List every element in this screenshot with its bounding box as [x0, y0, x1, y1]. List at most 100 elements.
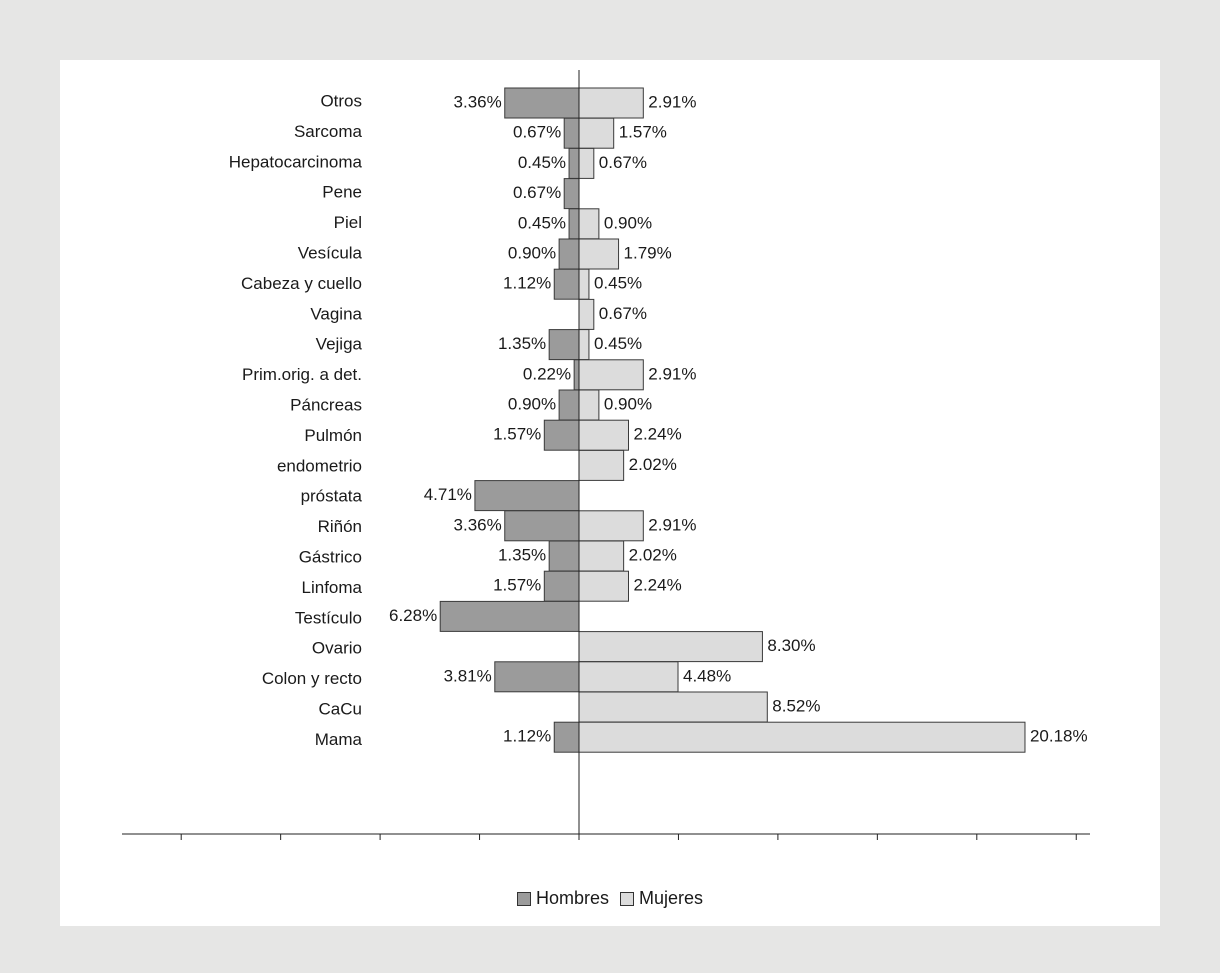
category-label: Riñón — [318, 517, 362, 536]
bar-hombres — [568, 208, 580, 240]
category-label: Linfoma — [302, 578, 363, 597]
legend-label-hombres: Hombres — [535, 888, 609, 908]
bar-hombres — [563, 178, 580, 210]
bar-mujeres — [578, 147, 595, 179]
category-label: Otros — [320, 91, 362, 110]
bar-mujeres — [578, 359, 644, 391]
data-label-mujeres: 2.24% — [634, 425, 682, 444]
bar-hombres — [568, 147, 580, 179]
bar-mujeres — [578, 510, 644, 542]
bar-mujeres — [578, 298, 595, 330]
bar-hombres — [439, 600, 580, 632]
data-label-hombres: 3.81% — [444, 666, 492, 685]
bar-mujeres — [578, 329, 590, 361]
category-label: Prim.orig. a det. — [242, 365, 362, 384]
data-label-hombres: 0.67% — [513, 183, 561, 202]
data-label-mujeres: 2.24% — [634, 576, 682, 595]
data-label-mujeres: 0.45% — [594, 334, 642, 353]
data-label-mujeres: 2.02% — [629, 545, 677, 564]
bar-hombres — [553, 721, 580, 753]
bar-hombres — [548, 540, 580, 572]
data-label-mujeres: 4.48% — [683, 666, 731, 685]
data-label-hombres: 0.90% — [508, 243, 556, 262]
bar-mujeres — [578, 389, 600, 421]
data-label-hombres: 1.35% — [498, 334, 546, 353]
bar-hombres — [494, 661, 580, 693]
bar-mujeres — [578, 691, 768, 723]
bar-mujeres — [578, 117, 615, 149]
data-label-mujeres: 0.67% — [599, 153, 647, 172]
bar-mujeres — [578, 631, 763, 663]
category-label: Sarcoma — [294, 122, 363, 141]
bar-hombres — [553, 268, 580, 300]
data-label-mujeres: 2.91% — [648, 364, 696, 383]
bar-mujeres — [578, 570, 630, 602]
category-label: Mama — [315, 730, 363, 749]
category-label: Piel — [334, 213, 362, 232]
data-label-hombres: 1.12% — [503, 274, 551, 293]
category-label: Cabeza y cuello — [241, 274, 362, 293]
bar-mujeres — [578, 419, 630, 451]
data-label-hombres: 3.36% — [454, 515, 502, 534]
data-label-hombres: 0.45% — [518, 213, 566, 232]
chart-svg: Otros Sarcoma Hepatocarcinoma Pene Piel Vesíc… — [122, 70, 1090, 840]
data-label-hombres: 1.12% — [503, 727, 551, 746]
category-label: próstata — [301, 487, 363, 506]
bar-mujeres — [578, 268, 590, 300]
category-label: Vagina — [310, 304, 362, 323]
legend-swatch-mujeres — [620, 891, 634, 906]
bar-hombres — [558, 238, 580, 270]
bar-hombres — [543, 570, 580, 602]
data-label-mujeres: 1.79% — [624, 243, 672, 262]
data-label-mujeres: 0.90% — [604, 394, 652, 413]
category-label: CaCu — [319, 699, 362, 718]
data-label-mujeres: 0.45% — [594, 274, 642, 293]
bar-mujeres — [578, 238, 620, 270]
data-label-hombres: 6.28% — [389, 606, 437, 625]
chart-panel: Otros Sarcoma Hepatocarcinoma Pene Piel Vesíc… — [60, 60, 1160, 926]
data-label-hombres: 1.35% — [498, 545, 546, 564]
data-label-mujeres: 2.02% — [629, 455, 677, 474]
category-label: Colon y recto — [262, 669, 362, 688]
data-label-mujeres: 2.91% — [648, 92, 696, 111]
legend-label-mujeres: Mujeres — [639, 888, 704, 908]
data-label-hombres: 1.57% — [493, 576, 541, 595]
data-label-mujeres: 2.91% — [648, 515, 696, 534]
category-label: Vejiga — [316, 335, 363, 354]
data-label-mujeres: 8.30% — [767, 636, 815, 655]
category-label: endometrio — [277, 456, 362, 475]
bar-mujeres — [578, 721, 1026, 753]
data-label-hombres: 4.71% — [424, 485, 472, 504]
bar-mujeres — [578, 449, 625, 481]
category-label: Pulmón — [304, 426, 362, 445]
data-label-hombres: 3.36% — [454, 92, 502, 111]
data-label-hombres: 1.57% — [493, 425, 541, 444]
data-label-mujeres: 0.90% — [604, 213, 652, 232]
legend-item-hombres: Hombres — [516, 888, 609, 909]
category-label: Hepatocarcinoma — [229, 152, 363, 171]
legend: Hombres Mujeres — [60, 888, 1160, 911]
bar-hombres — [543, 419, 580, 451]
bar-mujeres — [578, 208, 600, 240]
bar-mujeres — [578, 87, 644, 119]
data-label-hombres: 0.45% — [518, 153, 566, 172]
data-label-hombres: 0.22% — [523, 364, 571, 383]
category-label: Vesícula — [298, 243, 363, 262]
category-label: Pene — [322, 183, 362, 202]
data-label-mujeres: 1.57% — [619, 123, 667, 142]
bar-mujeres — [578, 540, 625, 572]
category-label: Gástrico — [299, 547, 362, 566]
data-label-mujeres: 8.52% — [772, 696, 820, 715]
bar-hombres — [573, 359, 580, 391]
legend-swatch-hombres — [516, 891, 531, 906]
bar-hombres — [548, 329, 580, 361]
data-label-mujeres: 20.18% — [1030, 727, 1088, 746]
data-label-hombres: 0.67% — [513, 123, 561, 142]
bar-hombres — [474, 480, 580, 512]
legend-item-mujeres: Mujeres — [620, 888, 703, 909]
bar-mujeres — [578, 661, 679, 693]
bar-hombres — [563, 117, 580, 149]
bar-hombres — [504, 87, 580, 119]
category-label: Ovario — [312, 639, 362, 658]
category-label: Testículo — [295, 608, 362, 627]
